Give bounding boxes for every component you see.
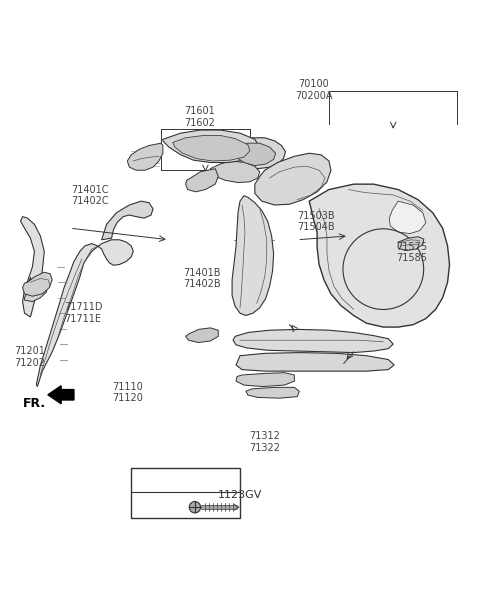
Circle shape — [189, 502, 201, 513]
Text: 70100
70200A: 70100 70200A — [295, 79, 332, 101]
Polygon shape — [220, 138, 286, 169]
Polygon shape — [163, 130, 260, 163]
Polygon shape — [309, 184, 450, 327]
Text: 71110
71120: 71110 71120 — [112, 381, 143, 403]
Polygon shape — [186, 328, 218, 343]
Polygon shape — [102, 201, 153, 240]
Text: 71201
71202: 71201 71202 — [14, 346, 46, 368]
Polygon shape — [236, 352, 394, 371]
Bar — [131, 468, 240, 518]
Polygon shape — [210, 161, 260, 182]
Text: 71401C
71402C: 71401C 71402C — [72, 185, 109, 206]
Text: 71503B
71504B: 71503B 71504B — [297, 211, 335, 233]
Polygon shape — [127, 143, 163, 170]
Text: FR.: FR. — [23, 397, 46, 410]
Text: 71401B
71402B: 71401B 71402B — [183, 268, 221, 289]
Text: 71575
71585: 71575 71585 — [396, 242, 428, 263]
Polygon shape — [233, 329, 393, 352]
Polygon shape — [23, 272, 52, 296]
Polygon shape — [186, 169, 218, 192]
Text: 71711D
71711E: 71711D 71711E — [64, 302, 103, 324]
Polygon shape — [255, 154, 331, 205]
Text: 1123GV: 1123GV — [218, 490, 262, 500]
Polygon shape — [389, 201, 426, 233]
FancyArrow shape — [48, 386, 74, 404]
Polygon shape — [24, 280, 48, 301]
Polygon shape — [236, 373, 294, 387]
Polygon shape — [246, 387, 300, 398]
Text: 71601
71602: 71601 71602 — [184, 106, 215, 128]
Polygon shape — [398, 236, 424, 251]
Polygon shape — [173, 136, 250, 161]
Text: 71312
71322: 71312 71322 — [250, 432, 280, 453]
Polygon shape — [21, 217, 44, 317]
Polygon shape — [36, 240, 133, 387]
Polygon shape — [232, 143, 276, 166]
Polygon shape — [232, 196, 274, 316]
